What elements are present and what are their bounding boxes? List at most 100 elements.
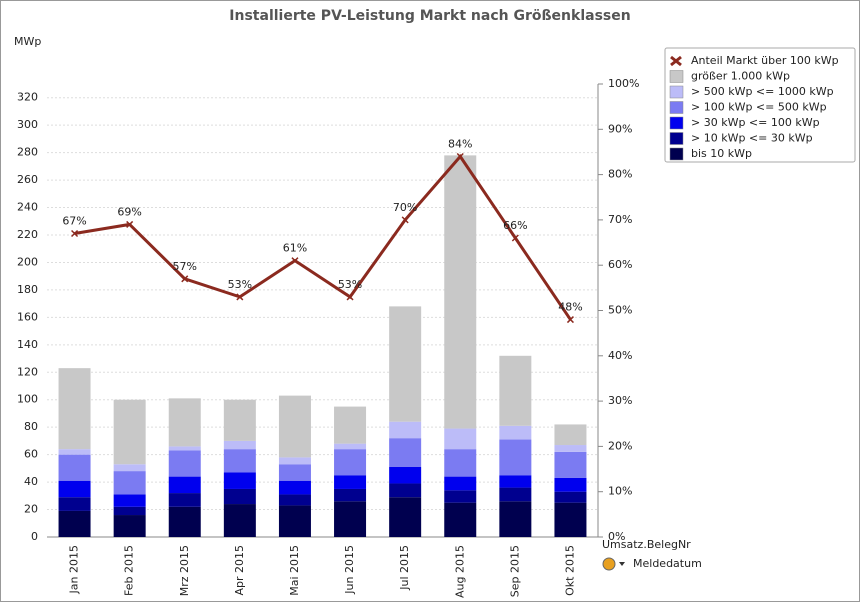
data-label: 84% <box>448 137 472 150</box>
y2-tick-label: 50% <box>608 304 632 317</box>
y-tick-label: 80 <box>24 420 38 433</box>
line-marker <box>456 152 464 161</box>
bar-segment <box>113 515 146 537</box>
bar-segment <box>389 497 422 537</box>
line-marker <box>346 293 354 301</box>
bar-segment <box>444 155 477 429</box>
y-tick-label: 20 <box>24 503 38 516</box>
y-tick-label: 240 <box>17 201 38 214</box>
bar-segment <box>554 451 587 478</box>
y2-tick-label: 90% <box>608 122 632 135</box>
y2-tick-label: 10% <box>608 485 632 498</box>
bar-segment <box>223 504 256 537</box>
x-tick-label: Jun 2015 <box>343 545 356 595</box>
line-marker <box>511 234 519 242</box>
x-tick-label: Mrz 2015 <box>178 545 191 596</box>
y2-tick-label: 20% <box>608 439 632 452</box>
bar-segment <box>278 480 311 495</box>
bar-segment <box>278 505 311 537</box>
legend-label: Anteil Markt über 100 kWp <box>691 54 839 67</box>
bar-segment <box>223 440 256 450</box>
legend-swatch <box>669 116 684 130</box>
y2-tick-label: 40% <box>608 349 632 362</box>
y-tick-label: 180 <box>17 283 38 296</box>
bar-segment <box>499 425 532 440</box>
bar-segment <box>278 494 311 506</box>
data-label: 66% <box>503 219 527 232</box>
bar-segment <box>58 497 91 511</box>
data-label: 69% <box>117 205 141 218</box>
y-tick-label: 260 <box>17 173 38 186</box>
bar-segment <box>334 475 367 489</box>
bar-segment <box>223 399 256 441</box>
bar-segment <box>168 506 201 537</box>
bar-segment <box>389 421 422 439</box>
x-tick-label: Apr 2015 <box>233 545 246 596</box>
bar-segment <box>58 454 91 481</box>
bar-segment <box>334 501 367 537</box>
data-label: 57% <box>173 260 197 273</box>
bar-segment <box>113 464 146 472</box>
bar-segment <box>223 488 256 505</box>
line-marker <box>291 257 299 265</box>
bar-segment <box>334 449 367 476</box>
bar-segment <box>58 480 91 498</box>
x-tick-label: Jul 2015 <box>398 545 411 591</box>
bar-segment <box>499 439 532 476</box>
line-marker <box>236 293 244 301</box>
y-tick-label: 160 <box>17 310 38 323</box>
bar-segment <box>389 466 422 484</box>
x-tick-label: Sep 2015 <box>508 545 521 597</box>
bar-segment <box>389 438 422 467</box>
line-marker <box>71 229 79 238</box>
bar-segment <box>113 506 146 516</box>
dimension-label: Umsatz.BelegNr <box>602 538 691 551</box>
y-tick-label: 60 <box>24 448 38 461</box>
bar-segment <box>554 502 587 537</box>
y2-tick-label: 60% <box>608 258 632 271</box>
y2-tick-label: 80% <box>608 168 632 181</box>
bar-segment <box>499 501 532 537</box>
bar-segment <box>444 449 477 477</box>
bar-segment <box>554 477 587 492</box>
bar-segment <box>168 446 201 451</box>
bar-segment <box>554 491 587 503</box>
bar-segment <box>389 483 422 498</box>
legend-label: bis 10 kWp <box>691 147 752 160</box>
bar-segment <box>554 445 587 452</box>
y-tick-label: 320 <box>17 91 38 104</box>
bar-segment <box>168 493 201 507</box>
line-marker <box>401 216 409 224</box>
x-tick-label: Feb 2015 <box>123 545 136 596</box>
bar-segment <box>334 488 367 502</box>
y-tick-label: 280 <box>17 146 38 159</box>
bar-segment <box>554 424 587 446</box>
bar-segment <box>223 449 256 473</box>
data-label: 53% <box>228 278 252 291</box>
bar-segment <box>168 398 201 447</box>
bar-segment <box>58 449 91 455</box>
x-tick-label: Okt 2015 <box>563 545 576 596</box>
bar-segment <box>223 472 256 489</box>
bar-segment <box>334 406 367 444</box>
bar-segment <box>278 395 311 458</box>
line <box>74 154 572 321</box>
bar-segment <box>278 464 311 481</box>
bar-segment <box>499 355 532 426</box>
y-tick-label: 220 <box>17 228 38 241</box>
legend <box>664 47 856 163</box>
y2-tick-label: 30% <box>608 394 632 407</box>
data-label: 70% <box>393 201 417 214</box>
dropdown-arrow[interactable] <box>619 562 625 566</box>
data-label: 53% <box>338 278 362 291</box>
bar-segment <box>389 306 422 422</box>
bar-segment <box>58 510 91 537</box>
bar-segment <box>499 487 532 502</box>
cycle-icon[interactable] <box>602 557 616 571</box>
bar-segment <box>113 494 146 507</box>
y2-tick-label: 0% <box>608 530 625 543</box>
legend-swatch <box>669 147 684 161</box>
data-label: 67% <box>62 214 86 227</box>
y-tick-label: 200 <box>17 255 38 268</box>
